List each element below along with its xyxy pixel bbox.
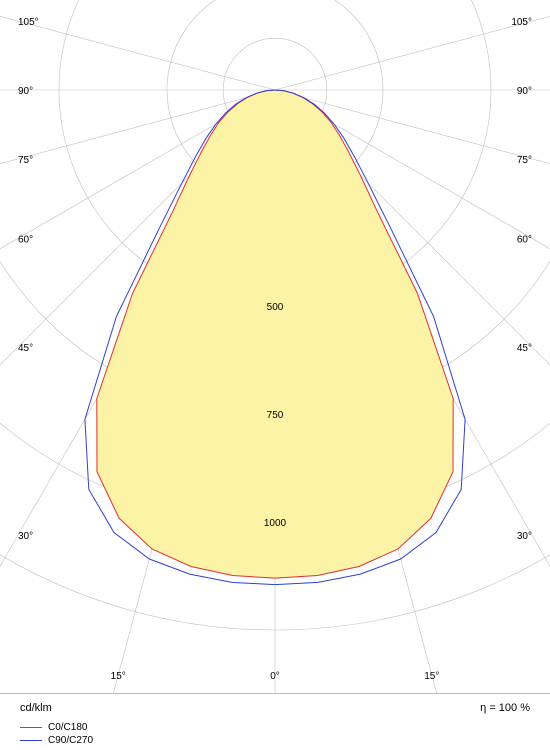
angle-tick-label: 30° bbox=[18, 531, 33, 542]
angle-tick-label: 45° bbox=[18, 343, 33, 354]
angle-tick-label: 75° bbox=[18, 155, 33, 166]
angle-tick-label: 75° bbox=[517, 155, 532, 166]
legend-label: C90/C270 bbox=[48, 735, 93, 746]
legend-item: C90/C270 bbox=[20, 735, 93, 746]
legend-label: C0/C180 bbox=[48, 722, 87, 733]
angle-tick-label: 60° bbox=[517, 234, 532, 245]
angle-tick-label: 90° bbox=[517, 86, 532, 97]
axis-unit-label: cd/klm bbox=[20, 702, 52, 714]
angle-tick-label: 105° bbox=[18, 17, 39, 28]
legend-swatch bbox=[20, 740, 42, 741]
angle-tick-label: 105° bbox=[511, 17, 532, 28]
efficiency-label: η = 100 % bbox=[480, 702, 530, 714]
chart-footer: cd/klm η = 100 % C0/C180 C90/C270 bbox=[0, 694, 550, 750]
angle-tick-label: 15° bbox=[424, 671, 439, 682]
legend-swatch bbox=[20, 727, 42, 728]
angle-tick-label: 30° bbox=[517, 531, 532, 542]
radial-tick-label: 500 bbox=[267, 302, 284, 313]
legend: C0/C180 C90/C270 bbox=[20, 722, 93, 748]
angle-tick-label: 90° bbox=[18, 86, 33, 97]
legend-item: C0/C180 bbox=[20, 722, 93, 733]
angle-tick-label: 15° bbox=[111, 671, 126, 682]
angle-tick-label: 0° bbox=[270, 671, 280, 682]
intensity-fill bbox=[97, 90, 453, 578]
radial-tick-label: 750 bbox=[267, 410, 284, 421]
polar-chart: 500 750 1000 0° 15° 15° 30° 30° 45° 45° 60° 60° 75° 7… bbox=[0, 0, 550, 694]
angle-tick-label: 45° bbox=[517, 343, 532, 354]
radial-tick-label: 1000 bbox=[264, 518, 287, 529]
angle-tick-label: 60° bbox=[18, 234, 33, 245]
chart-svg: 500 750 1000 0° 15° 15° 30° 30° 45° 45° 60° 60° 75° 7… bbox=[0, 0, 550, 693]
